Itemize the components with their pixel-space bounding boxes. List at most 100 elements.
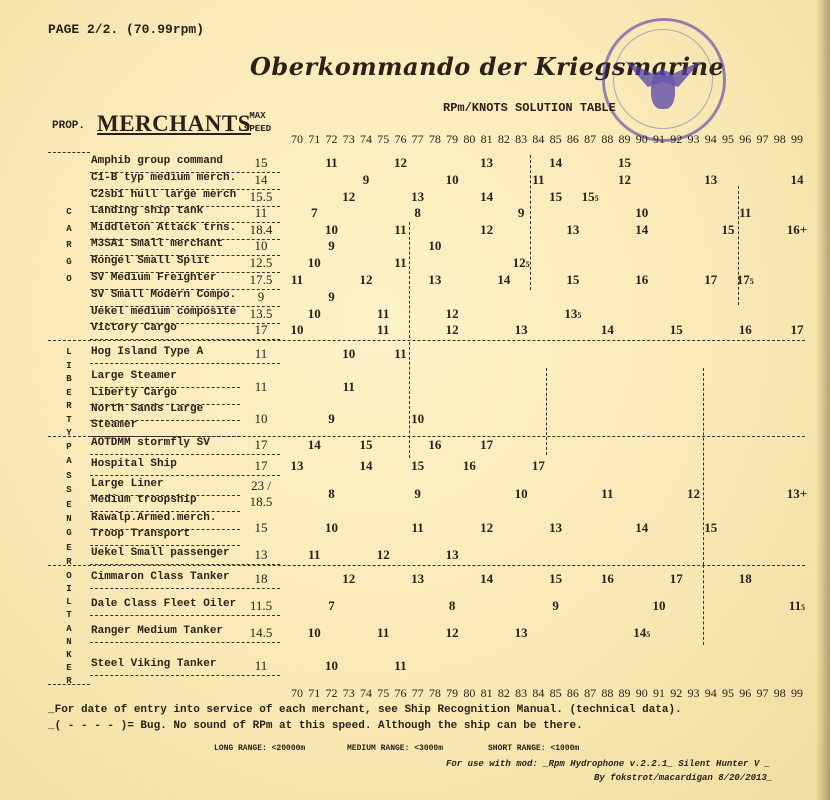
rpm-column-footer: 77 [411,686,424,700]
max-speed-value: 15.5 [249,189,273,204]
row-underline [90,323,280,324]
ship-name: Steel Viking Tanker [91,658,217,670]
rpm-column-footer: 83 [515,686,528,700]
knots-value: 155 [581,189,599,204]
rpm-column-footer: 95 [722,686,734,700]
max-speed-value: 13.5 [249,306,273,321]
section-label-letter: S [66,485,72,496]
category-heading: MERCHANTS [97,111,252,136]
knots-value: 13 [549,520,563,535]
row-underline [90,404,240,405]
knots-value: 17 [704,272,718,287]
knots-value: 10 [307,625,321,640]
rpm-column-footer: 88 [601,686,614,700]
row-underline [90,206,280,207]
ship-name: Liberty Cargo [91,387,177,399]
section-label-letter: E [66,499,72,510]
section-label-letter: E [66,542,72,553]
ship-name: SV Medium Freighter [91,272,217,284]
max-speed-value: 11 [254,346,268,361]
knots-value: 16+ [786,222,808,237]
section-label-letter: E [66,387,72,398]
section-label-letter: S [66,470,72,481]
knots-value: 11 [394,346,407,361]
rpm-column-header: 88 [601,132,614,146]
row-underline [90,454,280,455]
knots-value: 13 [566,222,580,237]
knots-value: 125 [512,255,530,270]
knots-value: 13 [428,272,442,287]
rpm-column-header: 76 [394,132,407,146]
row-underline [90,222,280,223]
ship-name: AOTDMM stormfly SV [91,437,210,449]
max-speed-value: 17 [254,437,268,452]
knots-value: 12 [445,625,459,640]
knots-value: 13 [445,547,459,562]
knots-value: 15 [549,189,563,204]
max-label: MAX [249,111,266,121]
knots-value: 11 [411,520,424,535]
row-underline [90,239,280,240]
knots-value: 8 [328,486,335,501]
section-label-letter: T [66,414,72,425]
knots-value: 11 [377,625,390,640]
rpm-column-footer: 81 [480,686,493,700]
knots-value: 14 [497,272,511,287]
row-underline [90,545,240,546]
knots-value: 115 [788,598,806,613]
rpm-column-footer: 82 [497,686,510,700]
row-underline [90,289,280,290]
rpm-column-footer: 75 [377,686,390,700]
rpm-column-header: 81 [480,132,493,146]
ship-name: Middleton Attack trns. [91,222,237,234]
rpm-column-header: 93 [687,132,700,146]
knots-value: 15 [549,571,563,586]
ship-name: Amphib group command [91,155,224,167]
section-label-letter: C [66,207,72,217]
knots-value: 12 [393,155,407,170]
section-label-letter: O [66,571,72,581]
rpm-column-footer: 70 [291,686,303,700]
section-label-letter: A [66,456,72,467]
section-label-letter: O [66,273,72,284]
rpm-column-header: 82 [497,132,510,146]
row-underline [90,363,280,364]
knots-value: 14 [480,189,494,204]
ship-name: Landing ship tank [91,205,204,217]
ship-name: SV Small Modern Compo. [91,289,237,301]
section-label-letter: A [66,223,72,234]
knots-value: 16 [428,437,442,452]
knots-value: 15 [566,272,580,287]
section-separator [48,565,805,566]
knots-value: 14 [635,520,649,535]
ship-name: C2sb1 hull large merch [91,189,237,201]
max-speed-value: 11 [254,205,268,220]
max-speed-value: 13 [254,547,268,562]
knots-value: 17 [669,571,683,586]
section-label-letter: R [66,240,72,251]
section-label-letter: N [66,636,72,647]
knots-value: 8 [448,598,456,613]
rpm-column-footer: 92 [670,686,683,700]
rpm-column-footer: 86 [566,686,579,700]
knots-value: 9 [552,598,559,613]
ship-name: Steamer [91,419,138,431]
knots-value: 13 [480,155,494,170]
knots-value: 12 [376,547,390,562]
rpm-column-footer: 84 [532,686,545,700]
ship-name: Troop Transport [91,528,191,540]
knots-value: 9 [517,205,525,220]
knots-value: 11 [394,255,407,270]
rpm-column-header: 85 [549,132,562,146]
max-speed-value: 10 [254,238,268,253]
bug-range-marker [703,368,704,565]
knots-value: 175 [736,272,754,287]
note-entry-date: _For date of entry into service of each … [48,704,682,716]
max-speed-header: MAX SPEED [244,110,271,136]
row-underline [90,642,280,643]
rpm-column-footer: 93 [687,686,700,700]
knots-value: 14 [359,458,373,473]
rpm-column-header: 92 [670,132,683,146]
knots-value: 11 [290,272,304,287]
knots-value: 12 [342,571,356,586]
